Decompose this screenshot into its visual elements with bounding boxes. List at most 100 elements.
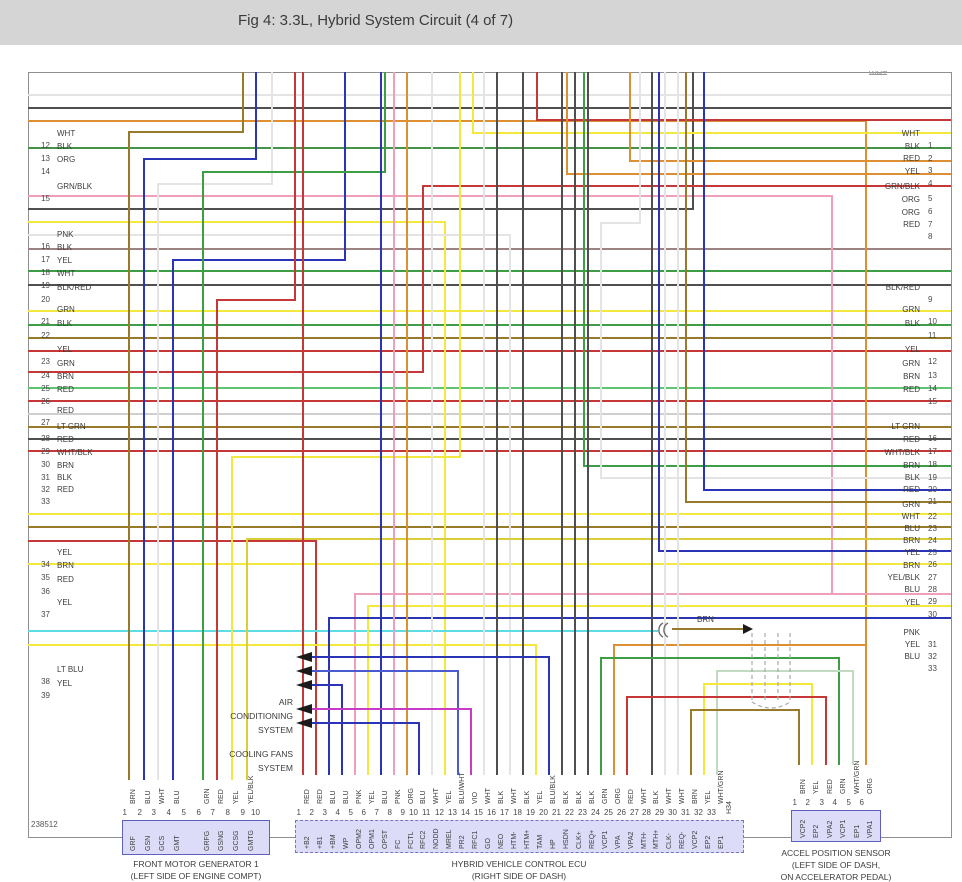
right-pin-number: 15 [928,397,937,406]
connector-wire-color-label: BLK [563,790,570,804]
right-pin-number: 26 [928,560,937,569]
connector-pin-number: 5 [846,798,851,807]
left-wire-color-label: GRN/BLK [57,182,93,191]
left-pin-number: 25 [41,384,50,393]
connector-pin-name: NODD [433,828,440,849]
connector-wire-color-label: GRN [204,788,211,804]
connector-wire-color-label: WHT [485,788,492,804]
right-pin-number: 24 [928,536,937,545]
splice-icon [658,622,664,638]
connector-wire-color-label: BLU [174,790,181,804]
left-wire-color-label: LT BLU [57,665,84,674]
right-wire-color-label: YEL [904,167,920,176]
connector-caption: (LEFT SIDE OF DASH, [791,860,881,870]
right-wire-color-label: WHT/BLK [884,448,920,457]
connector-pin-number: 14 [461,808,470,817]
right-pin-number: 31 [928,640,937,649]
left-wire-color-label: BRN [57,561,74,570]
right-pin-number: 1 [928,141,933,150]
right-pin-number: 12 [928,357,937,366]
left-wire-color-label: WHT [57,269,76,278]
wire-grn [583,72,951,467]
connector-pin-name: +B2 [304,836,311,849]
left-wire-color-label: BLK [57,319,73,328]
wire-blu [312,722,420,775]
connector-pin-number: 10 [409,808,418,817]
connector-pin-name: GO [485,838,492,849]
left-wire-color-label: WHT/BLK [57,448,93,457]
right-wire-color-label: RED [903,220,920,229]
connector-pin-number: 8 [225,808,230,817]
wire-yel [367,605,951,775]
figure-title: Fig 4: 3.3L, Hybrid System Circuit (4 of… [238,12,514,29]
connector-pin-number: 22 [565,808,574,817]
clipped-wire-label: WHT [869,70,888,75]
connector-caption: ACCEL POSITION SENSOR [781,848,891,858]
connector-pin-number: 13 [448,808,457,817]
connector-pin-number: 19 [526,808,535,817]
wire-blk [28,72,694,210]
wire-org [566,72,951,175]
connector-pin-name: OPM1 [369,829,376,849]
connector-pin-number: 12 [435,808,444,817]
diagram-border [28,72,952,838]
connector-pin-name: GRFG [204,830,211,851]
left-pin-number: 13 [41,154,50,163]
wire-blu [312,684,343,775]
wire-blu [703,72,951,491]
right-pin-number: 3 [928,166,933,175]
left-pin-number: 15 [41,194,50,203]
left-pin-number: 35 [41,573,50,582]
connector-pin-number: 6 [196,808,201,817]
left-pin-number: 33 [41,497,50,506]
connector-pin-name: CLK- [666,833,673,849]
connector-pin-name: VCP1 [602,830,609,849]
right-pin-number: 27 [928,573,937,582]
connector-caption: FRONT MOTOR GENERATOR 1 [133,859,259,869]
connector-caption: (RIGHT SIDE OF DASH) [471,871,567,881]
connector-pin-number: 18 [513,808,522,817]
connector-pin-name: HTM+ [524,829,531,849]
left-wire-color-label: WHT [57,129,76,138]
connector-pin-name: HSDN [563,829,570,849]
connector-wire-color-label: YEL [813,780,820,794]
connector-pin-number: 1 [296,808,301,817]
right-pin-number: 11 [928,331,937,340]
left-pin-number: 39 [41,691,50,700]
wire-wht [600,72,951,479]
connector-pin-name: VPA1 [867,820,874,838]
wire-red [626,696,827,775]
connector-pin-number: 20 [539,808,548,817]
right-wire-color-label: YEL [904,548,920,557]
right-wire-color-label: RED [903,385,920,394]
left-pin-number: 31 [41,473,50,482]
right-pin-number: 7 [928,220,933,229]
connector-wire-color-label: RED [628,789,635,804]
right-wire-color-label: YEL [904,640,920,649]
connector-wire-color-label: PNK [395,789,402,804]
connector-pin-name: FC [395,839,402,849]
left-wire-color-label: YEL [57,598,73,607]
wire-red [536,72,951,121]
arrowhead-icon [296,652,312,662]
left-pin-number: 30 [41,460,50,469]
connector-pin-name: VCP2 [692,830,699,849]
wire-brn [128,72,244,780]
connector-wire-color-label: WHT [666,788,673,804]
connector-pin-name: FCTL [408,831,415,850]
left-pin-number: 37 [41,610,50,619]
right-wire-color-label: YEL/BLK [887,573,920,582]
left-wire-color-label: BLK [57,243,73,252]
connector-pin-number: 26 [617,808,626,817]
right-wire-color-label: GRN [902,305,920,314]
right-wire-color-label: RED [903,435,920,444]
connector-wire-color-label: BLU [145,790,152,804]
connector-wire-color-label: GRN [602,788,609,804]
connector-pin-number: 27 [630,808,639,817]
arrowhead-icon [296,680,312,690]
connector-pin-name: +B1 [317,836,324,849]
connector-pin-name: +BM [330,834,337,849]
right-wire-color-label: LT GRN [891,422,920,431]
right-pin-number: 30 [928,610,937,619]
